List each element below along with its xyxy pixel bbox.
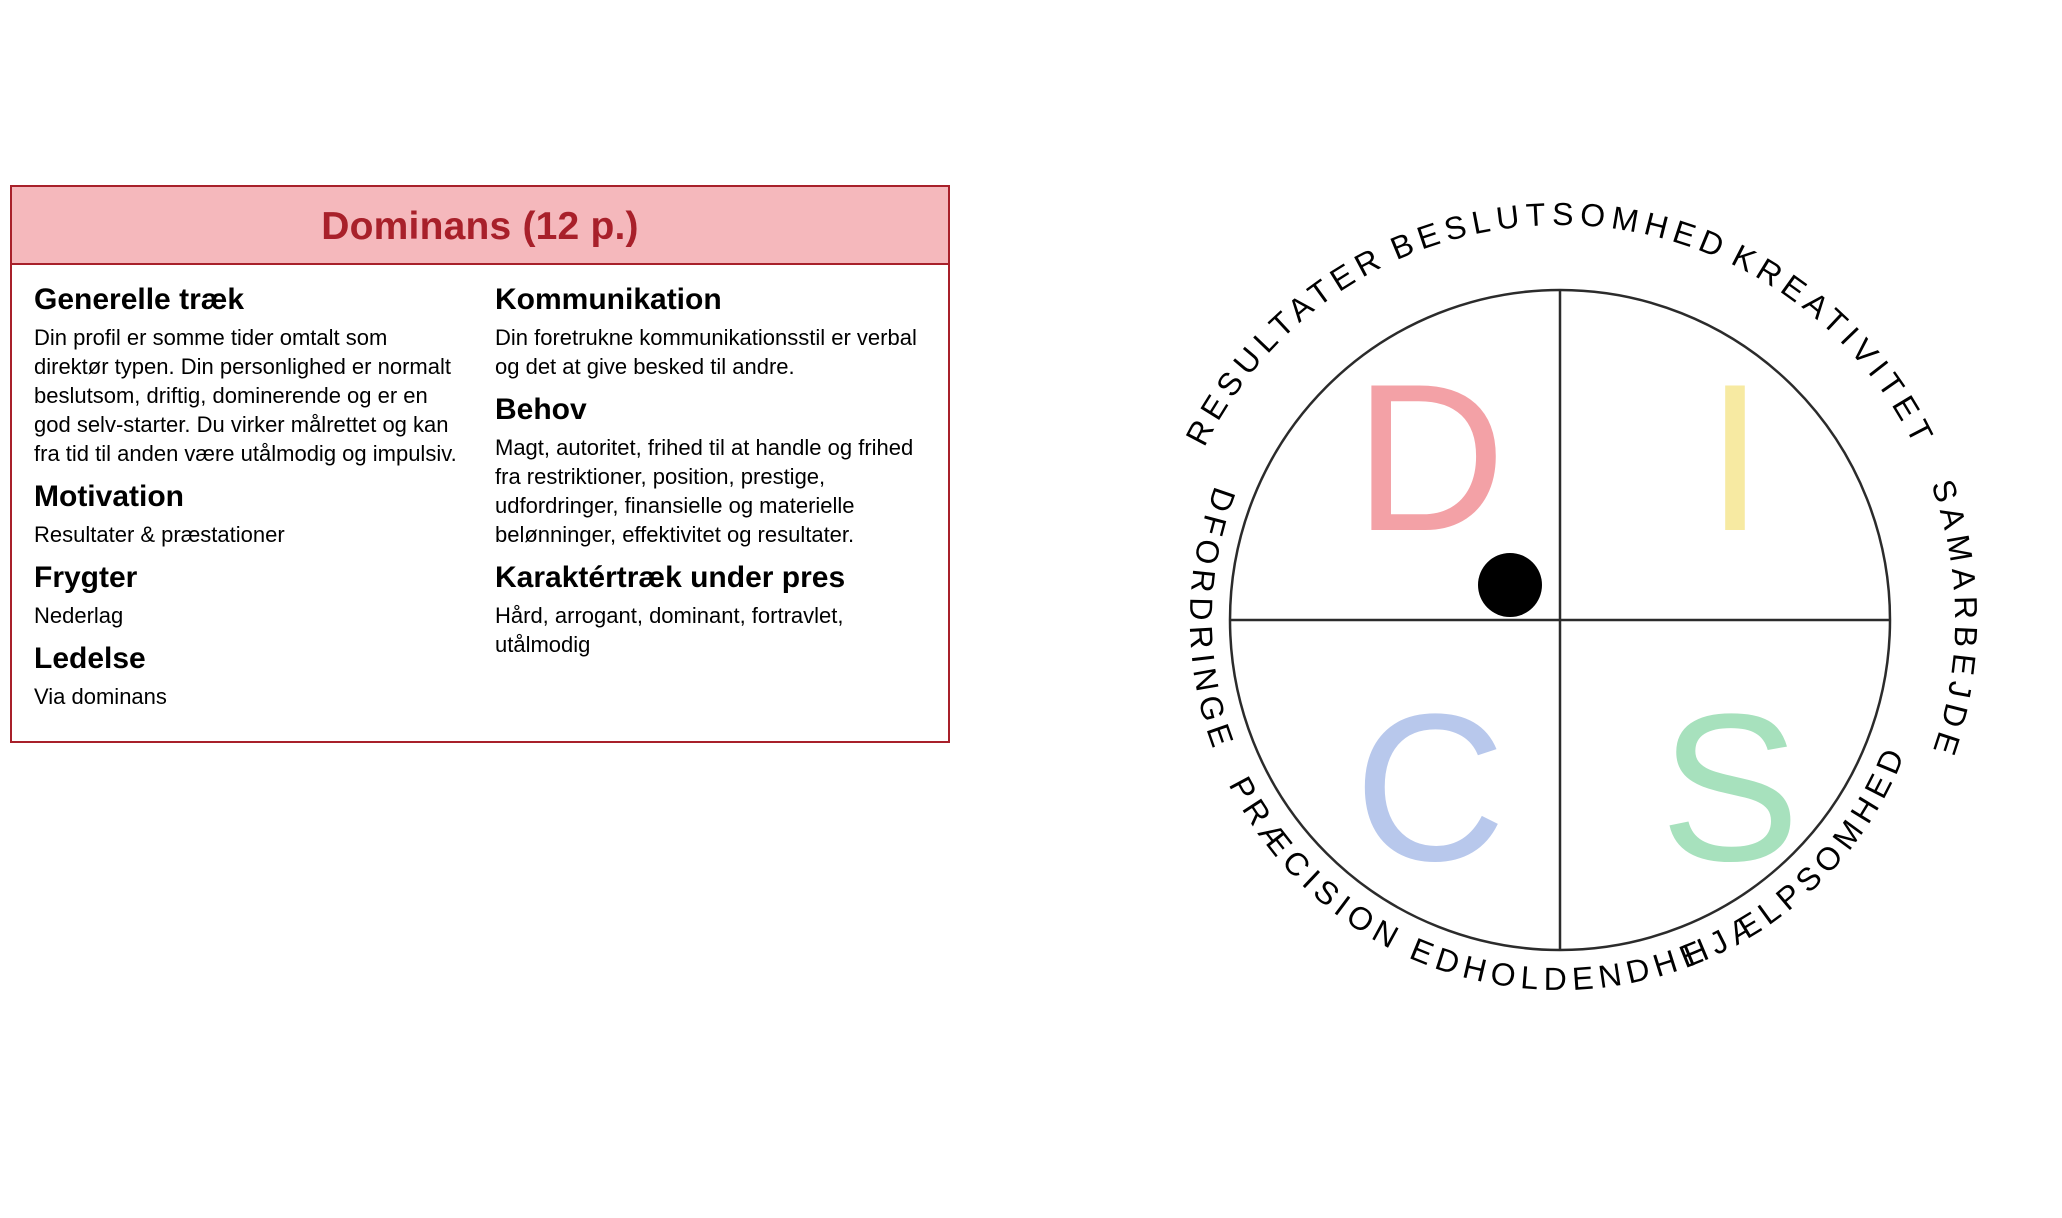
quadrant-letter-i: I xyxy=(1706,340,1764,575)
section-heading: Kommunikation xyxy=(495,283,926,317)
quadrant-letter-d: D xyxy=(1354,340,1506,575)
edge-label-left: UDFORDRINGER xyxy=(1080,140,1242,757)
section-text: Via dominans xyxy=(34,682,465,711)
disc-wheel-svg: D I C S BESLUTSOMHED KREATIVITET SAMARBE… xyxy=(1080,140,2040,1100)
info-box-left-col: Generelle træk Din profil er somme tider… xyxy=(34,283,465,715)
quadrant-letter-c: C xyxy=(1354,670,1506,905)
wheel-position-marker xyxy=(1478,553,1542,617)
section-heading: Generelle træk xyxy=(34,283,465,317)
quadrant-letter-s: S xyxy=(1660,670,1800,905)
section-heading: Behov xyxy=(495,393,926,427)
section-text: Magt, autoritet, frihed til at handle og… xyxy=(495,433,926,549)
edge-label-top: BESLUTSOMHED xyxy=(1385,196,1734,267)
section-heading: Motivation xyxy=(34,480,465,514)
section-text: Hård, arrogant, dominant, fortravlet, ut… xyxy=(495,601,926,659)
page-root: Dominans (12 p.) Generelle træk Din prof… xyxy=(0,0,2062,1218)
section-text: Din foretrukne kommunikationsstil er ver… xyxy=(495,323,926,381)
section-text: Nederlag xyxy=(34,601,465,630)
section-heading: Karaktértræk under pres xyxy=(495,561,926,595)
info-box-header: Dominans (12 p.) xyxy=(12,187,948,265)
dominans-info-box: Dominans (12 p.) Generelle træk Din prof… xyxy=(10,185,950,743)
edge-label-right: SAMARBEJDE xyxy=(1925,475,1985,765)
info-box-right-col: Kommunikation Din foretrukne kommunikati… xyxy=(495,283,926,715)
section-text: Din profil er somme tider omtalt som dir… xyxy=(34,323,465,468)
section-heading: Ledelse xyxy=(34,642,465,676)
info-box-body: Generelle træk Din profil er somme tider… xyxy=(12,265,948,741)
disc-wheel: D I C S BESLUTSOMHED KREATIVITET SAMARBE… xyxy=(1080,140,2040,1100)
section-text: Resultater & præstationer xyxy=(34,520,465,549)
info-box-title: Dominans (12 p.) xyxy=(321,205,638,248)
section-heading: Frygter xyxy=(34,561,465,595)
